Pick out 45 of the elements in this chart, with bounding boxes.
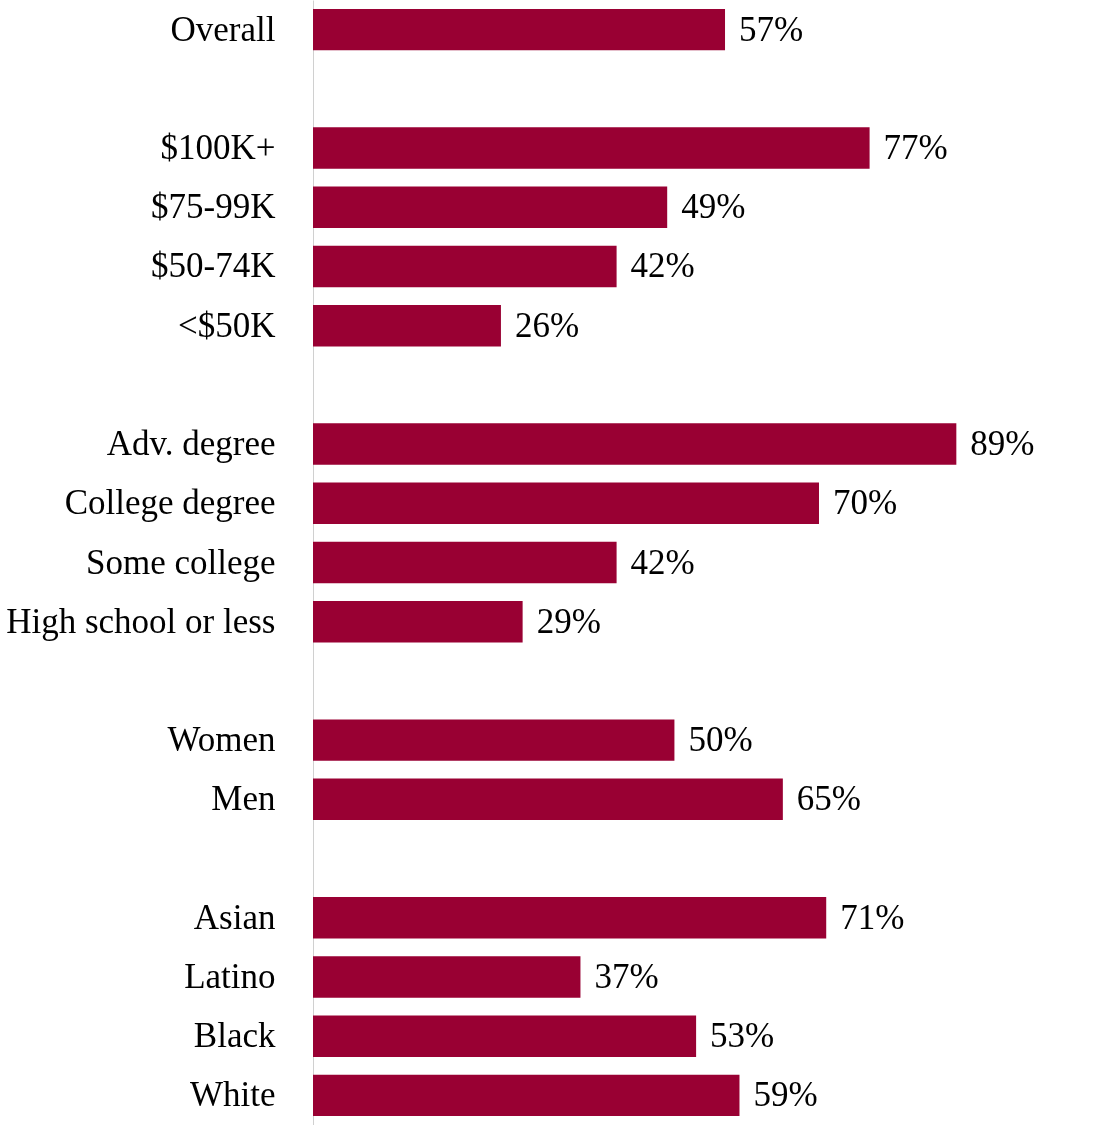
data-label: 42%	[630, 246, 695, 286]
data-label: 70%	[832, 483, 898, 523]
y-tick-label: $50-74K	[151, 246, 276, 286]
bar	[313, 956, 581, 998]
bar	[313, 1015, 697, 1057]
data-label: 50%	[688, 720, 753, 760]
bar	[313, 245, 617, 288]
data-label: 26%	[514, 305, 580, 345]
y-tick-label: Black	[193, 1016, 276, 1056]
y-tick-label: Some college	[85, 542, 276, 582]
bar	[313, 600, 523, 643]
bar	[313, 719, 675, 761]
data-label: 59%	[753, 1075, 818, 1115]
data-label: 65%	[796, 779, 862, 819]
bar	[313, 186, 668, 228]
data-label: 49%	[681, 187, 746, 227]
y-tick-label: Men	[211, 779, 276, 819]
y-tick-label: Latino	[184, 956, 276, 996]
data-label: 57%	[739, 9, 804, 49]
y-tick-label: <$50K	[177, 305, 276, 345]
bar	[313, 778, 783, 821]
y-tick-label: College degree	[64, 483, 276, 523]
data-label: 53%	[710, 1016, 775, 1056]
data-label: 37%	[594, 956, 659, 996]
y-tick-label: High school or less	[6, 601, 276, 641]
data-label: 89%	[970, 424, 1035, 464]
y-tick-label: Overall	[170, 9, 276, 49]
bar	[313, 304, 501, 347]
data-label: 42%	[630, 542, 695, 582]
data-label: 29%	[536, 601, 601, 641]
bar	[313, 541, 617, 584]
data-label: 71%	[840, 897, 905, 937]
y-tick-label: Adv. degree	[106, 424, 276, 464]
y-tick-label: $100K+	[160, 128, 276, 168]
bar	[313, 897, 827, 939]
bar	[313, 482, 819, 525]
bar	[313, 127, 870, 169]
y-tick-label: $75-99K	[151, 187, 276, 227]
data-label: 77%	[883, 128, 948, 168]
bar	[313, 1074, 740, 1117]
y-tick-label: Asian	[193, 897, 276, 937]
bar	[313, 423, 957, 465]
y-tick-label: Women	[167, 720, 276, 760]
y-tick-label: White	[189, 1075, 276, 1115]
bar	[313, 8, 726, 51]
